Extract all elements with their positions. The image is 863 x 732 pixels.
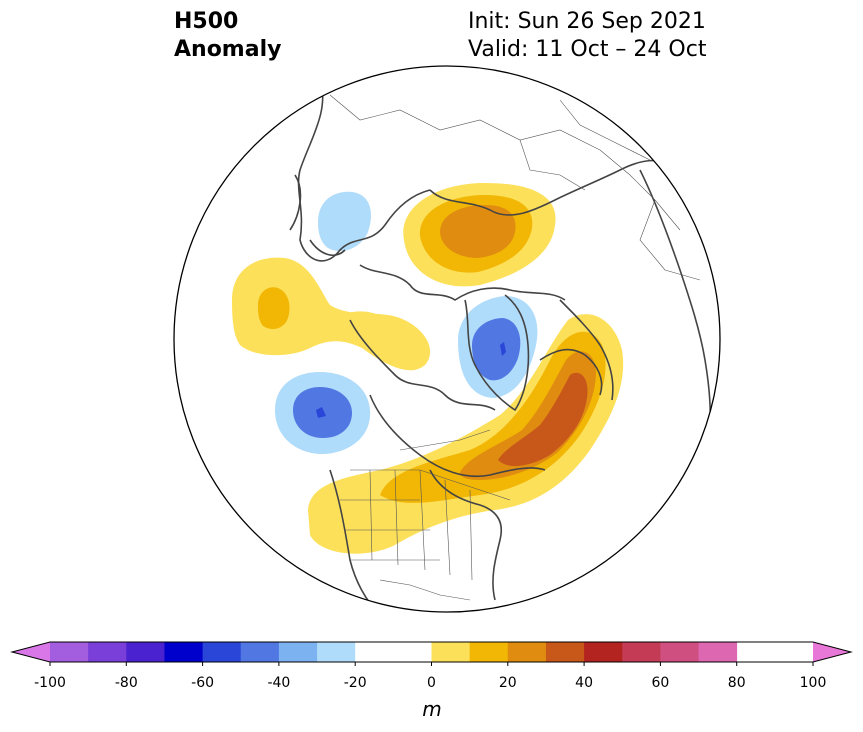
- colorbar-segment: [622, 642, 661, 662]
- anomaly-contours: [232, 182, 624, 554]
- colorbar-segment: [317, 642, 356, 662]
- field-label: H500: [174, 9, 239, 34]
- colorbar-ticks: -100 -80 -60 -40 -20 0 20 40 60 80 100: [34, 662, 826, 691]
- valid-range: Valid: 11 Oct – 24 Oct: [468, 37, 707, 62]
- polar-map[interactable]: [173, 65, 721, 615]
- colorbar-tick-label: -40: [267, 675, 290, 691]
- colorbar-segments: [50, 642, 738, 662]
- colorbar-segment: [126, 642, 165, 662]
- colorbar-segment: [469, 642, 509, 662]
- colorbar-segment: [660, 642, 699, 662]
- colorbar-tick-label: 20: [499, 675, 517, 691]
- colorbar-tick-label: 40: [575, 675, 593, 691]
- political-borders: [329, 94, 701, 601]
- anomaly-greenland-negative: [458, 296, 538, 398]
- colorbar-segment: [431, 642, 471, 662]
- anomaly-atlantic-positive: [308, 314, 624, 554]
- plot-title-right: Init: Sun 26 Sep 2021 Valid: 11 Oct – 24…: [468, 8, 706, 64]
- map-boundary: [173, 65, 721, 613]
- colorbar-segment: [545, 642, 585, 662]
- ocean-background: [174, 66, 720, 612]
- colorbar-tick-label: -20: [344, 675, 367, 691]
- colorbar-tick-label: 0: [427, 675, 436, 691]
- colorbar-segment: [355, 642, 394, 662]
- colorbar-tick-label: 100: [800, 675, 827, 691]
- colorbar-tick-label: -80: [115, 675, 138, 691]
- colorbar-segment: [240, 642, 280, 662]
- colorbar-segment: [202, 642, 242, 662]
- colorbar-extend-over: [813, 642, 851, 662]
- colorbar-tick-label: 80: [728, 675, 746, 691]
- plot-title-left: H500 Anomaly: [174, 8, 281, 64]
- colorbar-tick-label: 60: [651, 675, 669, 691]
- anomaly-barents-negative: [318, 191, 372, 252]
- colorbar-tick-label: -100: [34, 675, 66, 691]
- colorbar-segment: [278, 642, 318, 662]
- init-date: Init: Sun 26 Sep 2021: [468, 9, 706, 34]
- colorbar-segment: [50, 642, 89, 662]
- colorbar-extend-under: [12, 642, 50, 662]
- colorbar-segment: [507, 642, 547, 662]
- colorbar-segment: [88, 642, 127, 662]
- colorbar-segment: [584, 642, 623, 662]
- colorbar-tick-label: -60: [191, 675, 214, 691]
- anomaly-label: Anomaly: [174, 37, 282, 62]
- colorbar: -100 -80 -60 -40 -20 0 20 40 60 80 100 m: [10, 641, 853, 721]
- colorbar-segment: [698, 642, 738, 662]
- colorbar-segment: [393, 642, 432, 662]
- coastlines: [289, 79, 711, 612]
- anomaly-alaska-negative: [275, 372, 371, 455]
- colorbar-unit-label: m: [422, 697, 441, 721]
- colorbar-segment: [164, 642, 203, 662]
